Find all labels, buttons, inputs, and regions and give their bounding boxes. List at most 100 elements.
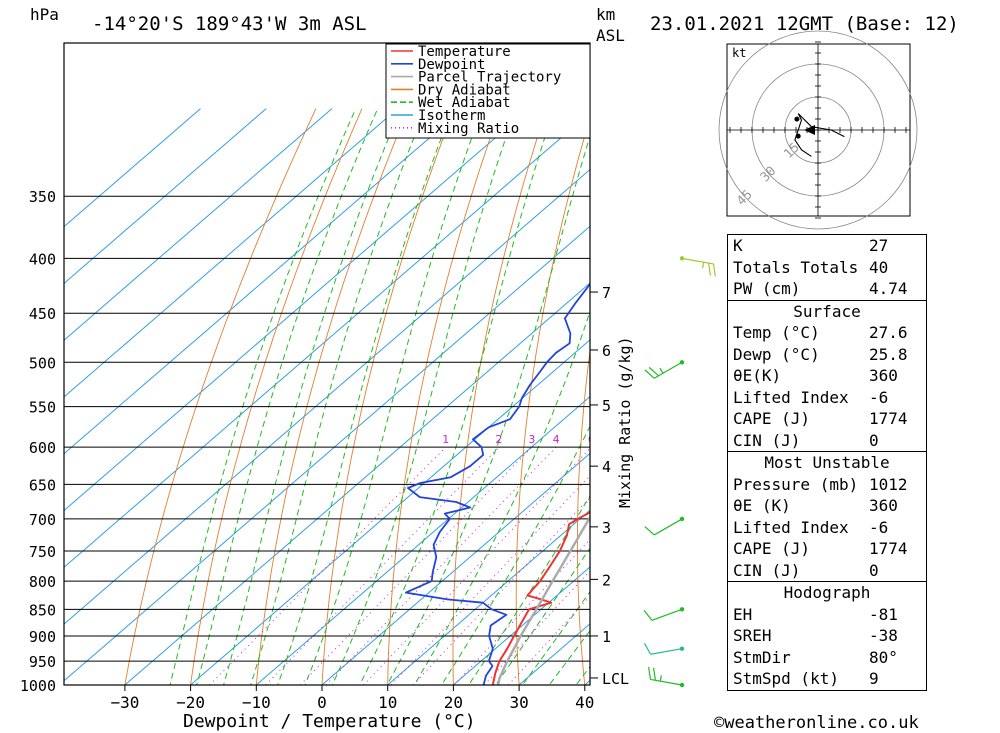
mixing-ratio-line [300,446,533,685]
x-tick-label: 20 [444,693,463,712]
mixing-ratio-line [363,447,590,685]
legend-box [385,43,591,139]
pressure-tick-label: 650 [29,476,56,494]
profile-lines [404,282,590,685]
mu-cin-row: CIN (J) 0 [733,560,879,580]
pw-row: PW (cm) 4.74 [733,279,908,298]
x-tick-label: −10 [242,693,271,712]
wet-adiabat-line [548,629,590,685]
hodograph-unit: kt [732,46,746,60]
wet-adiabat-line [331,108,517,685]
wind-barb-flag [702,262,705,269]
dry-adiabat-line [637,109,685,708]
eh-row: EH -81 [733,604,898,624]
pressure-tick-label: 400 [29,250,56,268]
surface-theta-row: θE(K) 360 [733,366,898,385]
pressure-tick-label: 600 [29,439,56,457]
pressure-tick-label: 1000 [20,677,56,695]
background-lines: 1 2 3 4 6 8 10 15 20 25 [64,108,1000,708]
wet-adiabat-line [196,108,379,685]
km-label: km [596,5,615,24]
dry-adiabat-line [958,109,1000,708]
hodograph-point [795,133,801,139]
totals-row: Totals Totals 40 [733,257,889,277]
pressure-tick-label: 750 [29,543,56,561]
asl-label: ASL [596,26,625,45]
surface-dewp-row: Dewp (°C) 25.8 [733,344,908,364]
isotherm-line [518,623,590,685]
isotherm-line [452,566,590,685]
mixing-ratio-label: 4 [553,433,560,446]
isotherm-line [64,108,333,341]
isotherm-line [124,282,590,685]
hodograph-ring [718,30,918,230]
x-tick-label: −30 [110,693,139,712]
series-dewpoint [404,282,590,685]
mixing-ratio-line [390,475,590,685]
wind-barb-flag [644,369,655,379]
wet-adiabat-line [440,425,590,685]
wind-barb-flag [659,675,662,682]
wind-barb [643,642,685,655]
pressure-tick-label: 800 [29,573,56,591]
datetime-label: 23.01.2021 12GMT (Base: 12) [650,13,959,35]
wind-barb-station [679,256,685,261]
wind-barb-shaft [653,361,683,379]
mixing-ratio-line [325,446,557,685]
isobar-lines [64,195,590,686]
surface-temp-row: Temp (°C) 27.6 [733,323,908,342]
location-title: -14°20'S 189°43'W 3m ASL [92,13,367,35]
wet-adiabat-line [494,547,590,685]
surface-cape-row: CAPE (J) 1774 [733,409,908,428]
hpa-label: hPa [30,5,59,24]
wet-adiabat-line [223,108,402,685]
x-tick-label: 30 [509,693,528,712]
wind-barb-flag [643,609,653,621]
dry-adiabat-line [321,108,455,685]
pressure-tick-label: 850 [29,601,56,619]
axes: 3504004505005506006507007508008509009501… [20,188,629,712]
wet-adiabat-line [304,108,483,685]
mixing-ratio-label: 2 [495,433,502,446]
surface-title: Surface [793,301,861,321]
surface-cin-row: CIN (J) 0 [733,430,879,450]
series-temperature [491,509,590,685]
km-tick-label: 6 [602,342,611,360]
indices-table: K 27 Totals Totals 40 PW (cm) 4.74 Surface … [727,234,927,691]
mu-theta-row: θE (K) 360 [733,496,898,515]
km-tick-label: 3 [602,519,611,537]
mixing-ratio-label: 3 [528,433,535,446]
isotherm-line [64,112,590,568]
legend-entry: Dry Adiabat [418,82,511,98]
wind-barbs [643,256,716,688]
pressure-tick-label: 500 [29,354,56,372]
x-tick-label: 10 [378,693,397,712]
pressure-tick-label: 350 [29,188,56,206]
hodograph-trace [794,113,845,157]
legend-entry: Temperature [418,44,511,60]
km-tick-label: LCL [602,670,629,688]
isotherm-line [64,225,590,682]
mixing-ratio-label: 6 [588,433,595,446]
dry-adiabat-line [387,108,501,685]
sreh-row: SREH -38 [733,626,898,645]
mixing-ratio-axis-label: Mixing Ratio (g/kg) [616,336,634,508]
wind-barb-flag [659,367,664,374]
legend-entry: Isotherm [418,108,485,124]
wind-barb-shaft [651,608,683,621]
mu-li-row: Lifted Index -6 [733,517,889,537]
legend-entry: Parcel Trajectory [418,70,561,86]
x-tick-label: −20 [176,693,205,712]
wind-barb-flag [648,366,660,377]
x-tick-label: 40 [575,693,594,712]
surface-li-row: Lifted Index -6 [733,387,889,407]
isotherm-line [64,108,530,512]
mu-pressure-row: Pressure (mb) 1012 [733,474,908,494]
isotherm-line [386,509,590,685]
pressure-tick-label: 900 [29,628,56,646]
km-tick-label: 2 [602,571,611,589]
dry-adiabat-line [190,108,363,685]
wet-adiabat-line [386,134,590,685]
